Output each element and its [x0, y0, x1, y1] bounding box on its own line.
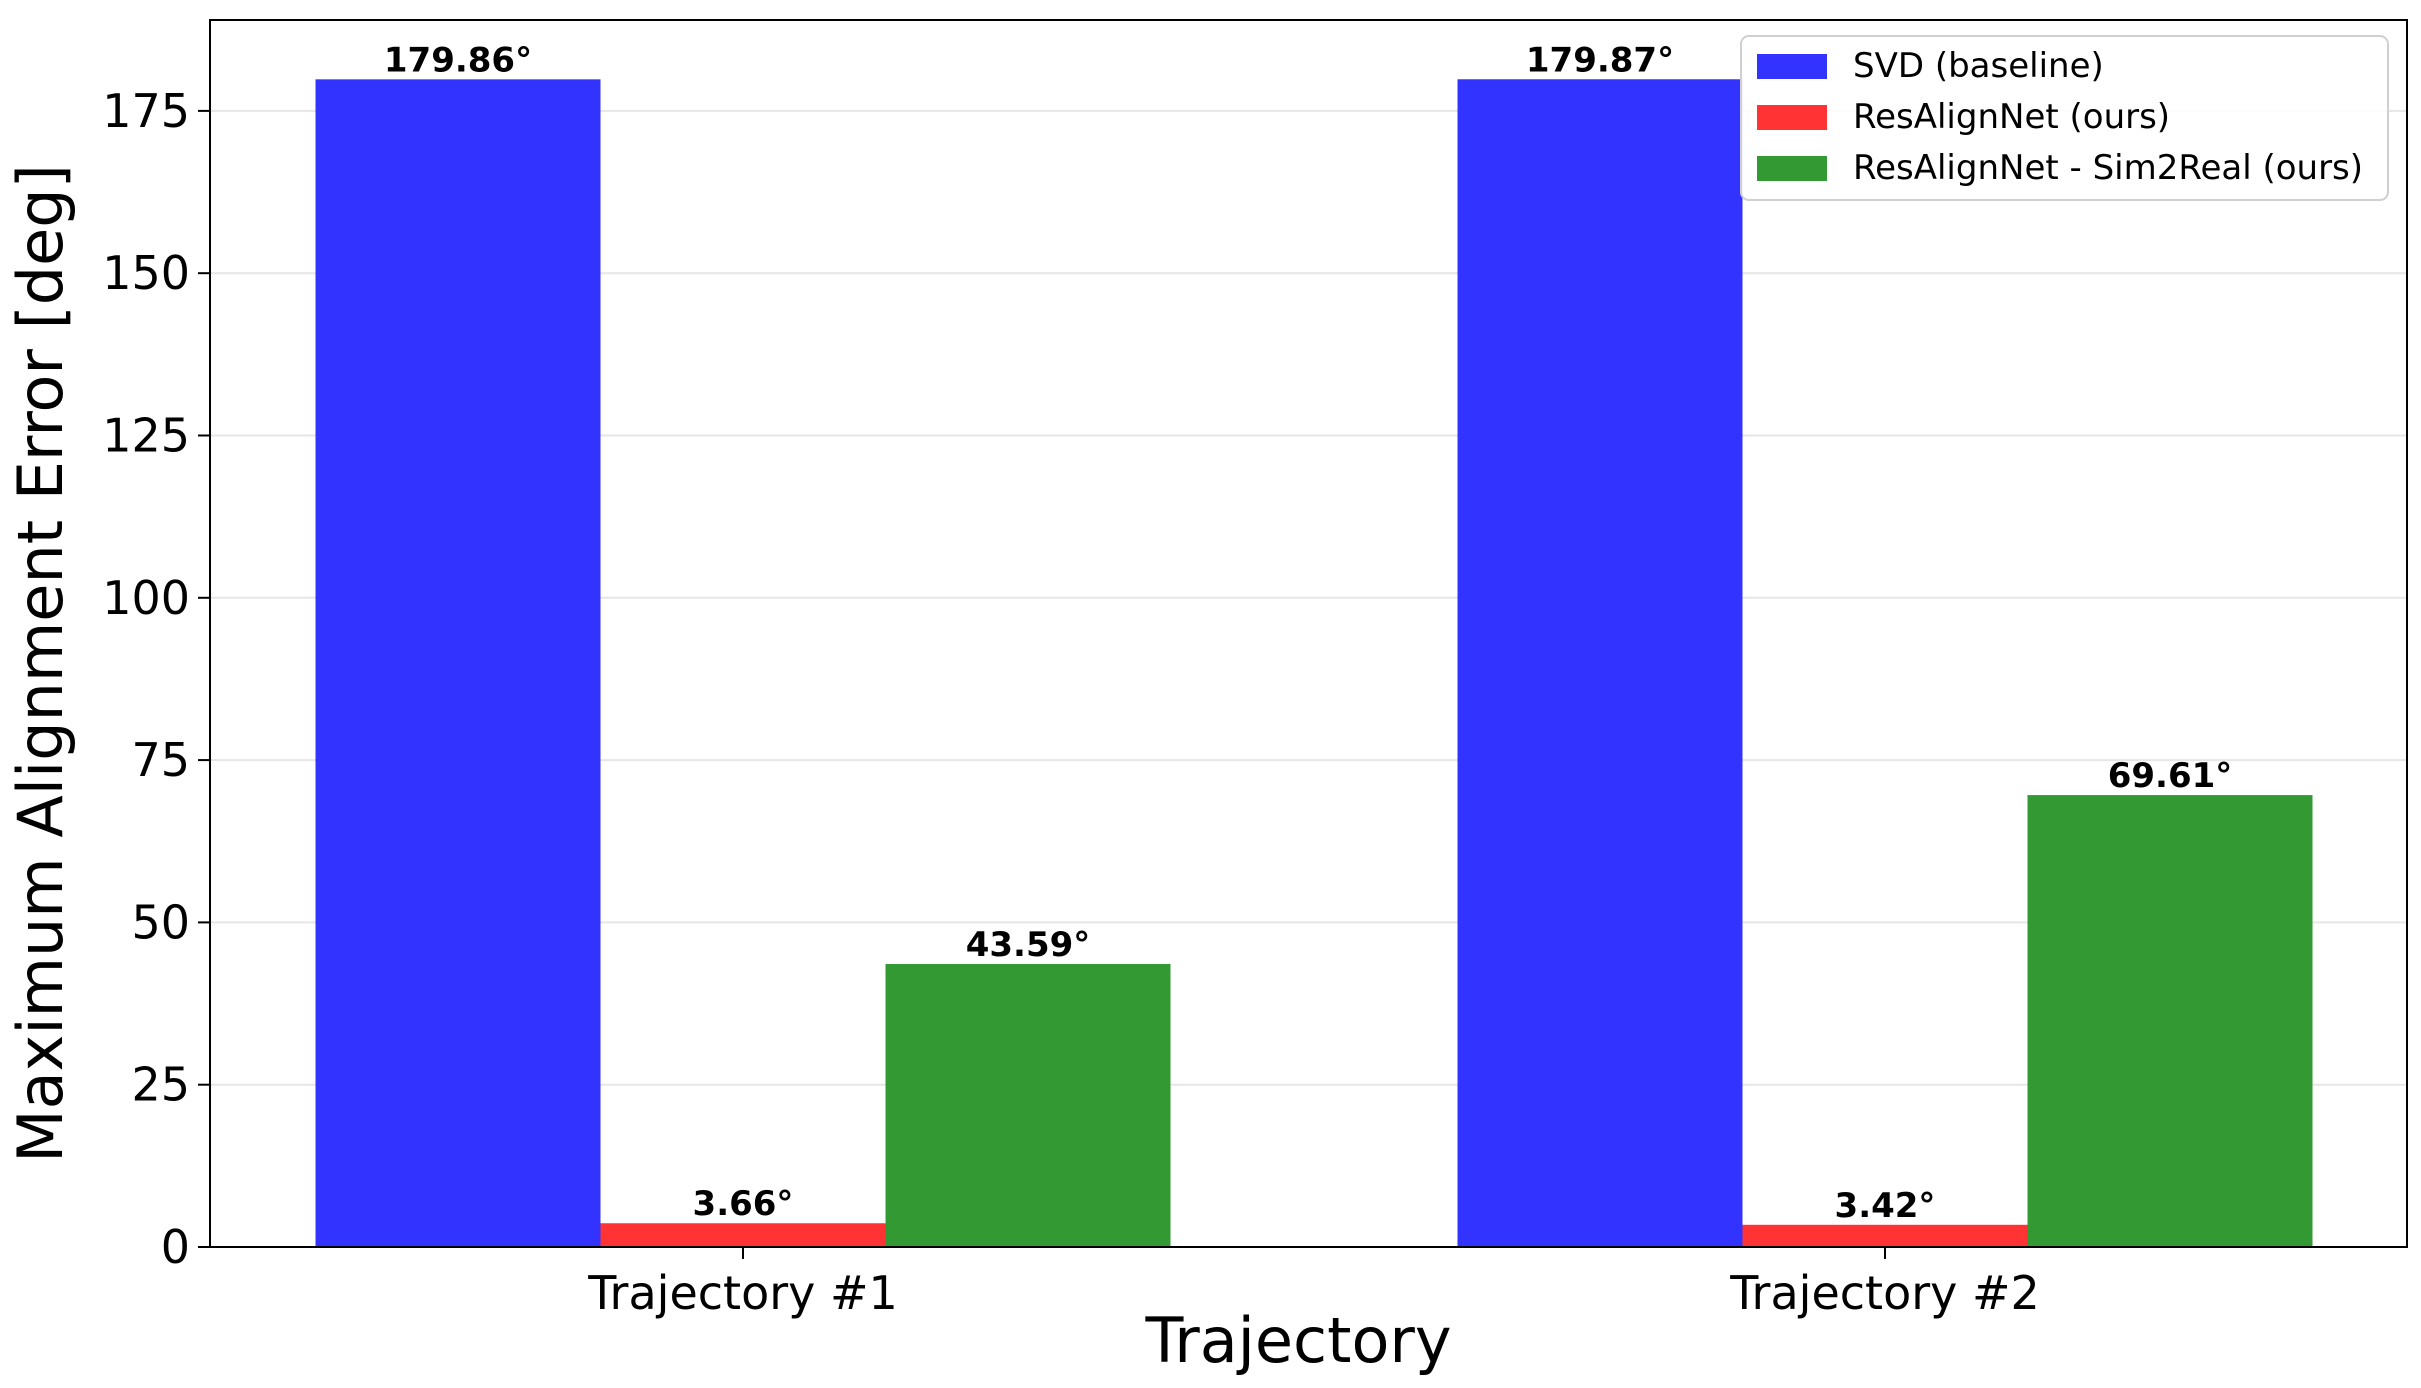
- y-tick-label: 0: [161, 1220, 190, 1274]
- legend-swatch: [1757, 105, 1827, 130]
- bar-value-label: 43.59°: [966, 925, 1091, 965]
- x-tick-label: Trajectory #1: [587, 1266, 898, 1320]
- data-labels: 179.86° 3.66° 43.59° 179.87° 3.42° 69.61°: [384, 40, 2232, 1226]
- bar-value-label: 69.61°: [2108, 756, 2233, 796]
- y-tick-label: 125: [102, 408, 190, 462]
- bars: [315, 79, 2313, 1248]
- legend-label: ResAlignNet (ours): [1853, 97, 2170, 137]
- bar-value-label: 3.66°: [693, 1184, 794, 1224]
- y-tick-label: 100: [102, 571, 190, 625]
- bar: [885, 964, 1171, 1247]
- bar-value-label: 179.86°: [384, 40, 532, 80]
- bar: [2027, 795, 2313, 1247]
- bar: [1742, 1224, 2028, 1247]
- y-tick-label: 175: [102, 84, 190, 138]
- y-tick-label: 50: [131, 895, 190, 949]
- y-axis-title: Maximum Alignment Error [deg]: [4, 164, 77, 1163]
- bar-value-label: 3.42°: [1835, 1186, 1936, 1226]
- legend-box: [1740, 35, 2389, 201]
- x-axis-title: Trajectory: [1144, 1304, 1451, 1377]
- bar: [600, 1223, 886, 1247]
- y-axis-ticks: 0 25 50 75 100 125 150 175: [102, 84, 210, 1274]
- legend-swatch: [1757, 156, 1827, 181]
- legend-swatch: [1757, 54, 1827, 79]
- bar: [315, 79, 601, 1248]
- legend: SVD (baseline) ResAlignNet (ours) ResAlign…: [1740, 35, 2389, 201]
- bar-value-label: 179.87°: [1526, 40, 1674, 80]
- x-axis-ticks: Trajectory #1 Trajectory #2: [587, 1247, 2040, 1320]
- y-tick-label: 75: [131, 733, 190, 787]
- y-tick-label: 25: [131, 1058, 190, 1112]
- plot-frame: [209, 19, 2408, 1248]
- x-tick-label: Trajectory #2: [1729, 1266, 2040, 1320]
- legend-label: ResAlignNet - Sim2Real (ours): [1853, 148, 2363, 188]
- bar: [1457, 79, 1743, 1247]
- y-tick-label: 150: [102, 246, 190, 300]
- legend-label: SVD (baseline): [1853, 46, 2104, 86]
